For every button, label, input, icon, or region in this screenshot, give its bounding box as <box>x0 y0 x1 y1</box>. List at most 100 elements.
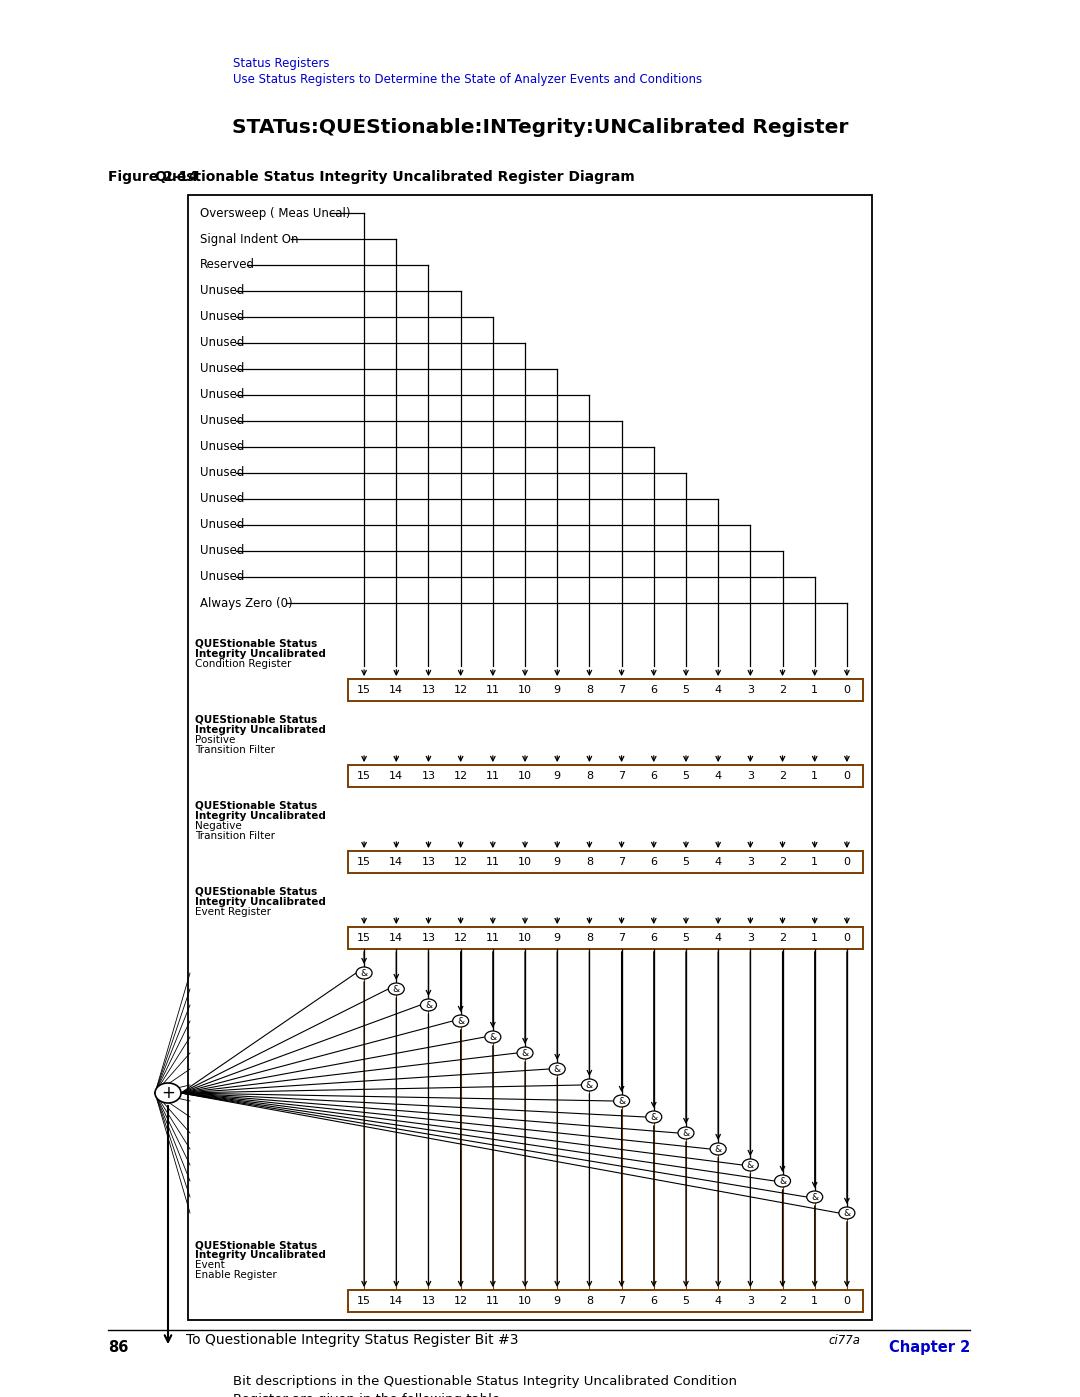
Text: 4: 4 <box>715 1296 721 1306</box>
Text: 1: 1 <box>811 856 819 868</box>
Ellipse shape <box>742 1160 758 1171</box>
Bar <box>348 679 863 701</box>
Text: 10: 10 <box>518 771 532 781</box>
Text: 14: 14 <box>389 856 403 868</box>
Text: 7: 7 <box>618 771 625 781</box>
Text: 10: 10 <box>518 856 532 868</box>
Ellipse shape <box>711 1143 726 1155</box>
Text: 9: 9 <box>554 933 561 943</box>
Text: 4: 4 <box>715 933 721 943</box>
Ellipse shape <box>156 1083 181 1104</box>
Text: &: & <box>715 1144 721 1154</box>
Text: 3: 3 <box>747 1296 754 1306</box>
Text: Event: Event <box>195 1260 225 1270</box>
Text: &: & <box>650 1112 658 1122</box>
Text: Questionable Status Integrity Uncalibrated Register Diagram: Questionable Status Integrity Uncalibrat… <box>156 170 635 184</box>
Ellipse shape <box>485 1031 501 1044</box>
Text: Always Zero (0): Always Zero (0) <box>200 597 293 609</box>
Text: Signal Indent On: Signal Indent On <box>200 232 298 246</box>
Text: 6: 6 <box>650 685 658 694</box>
Text: Status Registers: Status Registers <box>233 57 329 70</box>
Text: 8: 8 <box>585 685 593 694</box>
Text: 15: 15 <box>357 771 372 781</box>
Text: Unused: Unused <box>200 570 244 584</box>
Bar <box>348 1289 863 1312</box>
Text: 5: 5 <box>683 856 689 868</box>
Text: Unused: Unused <box>200 415 244 427</box>
Text: Chapter 2: Chapter 2 <box>889 1340 970 1355</box>
Text: Unused: Unused <box>200 545 244 557</box>
Text: &: & <box>361 968 367 978</box>
Text: 1: 1 <box>811 1296 819 1306</box>
Text: Condition Register: Condition Register <box>195 659 292 669</box>
Text: 12: 12 <box>454 685 468 694</box>
Text: Unused: Unused <box>200 518 244 531</box>
Text: 0: 0 <box>843 933 850 943</box>
Bar <box>188 196 872 1320</box>
Text: 11: 11 <box>486 1296 500 1306</box>
Text: 10: 10 <box>518 933 532 943</box>
Text: Figure 2-14: Figure 2-14 <box>108 170 198 184</box>
Text: 5: 5 <box>683 1296 689 1306</box>
Text: 8: 8 <box>585 1296 593 1306</box>
Text: Unused: Unused <box>200 388 244 401</box>
Text: Unused: Unused <box>200 493 244 506</box>
Text: Integrity Uncalibrated: Integrity Uncalibrated <box>195 650 326 659</box>
Text: Reserved: Reserved <box>200 258 255 271</box>
Text: 4: 4 <box>715 685 721 694</box>
Text: 1: 1 <box>811 685 819 694</box>
Text: 13: 13 <box>421 771 435 781</box>
Text: 3: 3 <box>747 771 754 781</box>
Ellipse shape <box>453 1016 469 1027</box>
Text: 4: 4 <box>715 856 721 868</box>
Text: Transition Filter: Transition Filter <box>195 831 275 841</box>
Text: 0: 0 <box>843 685 850 694</box>
Text: Register are given in the following table.: Register are given in the following tabl… <box>233 1393 504 1397</box>
Ellipse shape <box>420 999 436 1011</box>
Text: &: & <box>489 1032 497 1042</box>
Text: Integrity Uncalibrated: Integrity Uncalibrated <box>195 897 326 907</box>
Text: 14: 14 <box>389 771 403 781</box>
Text: 13: 13 <box>421 1296 435 1306</box>
Text: QUEStionable Status: QUEStionable Status <box>195 800 318 812</box>
Text: 11: 11 <box>486 933 500 943</box>
Text: 9: 9 <box>554 1296 561 1306</box>
Text: Unused: Unused <box>200 467 244 479</box>
Text: Unused: Unused <box>200 440 244 454</box>
Text: 6: 6 <box>650 1296 658 1306</box>
Text: 2: 2 <box>779 856 786 868</box>
Text: Integrity Uncalibrated: Integrity Uncalibrated <box>195 812 326 821</box>
Text: &: & <box>393 985 400 993</box>
Text: &: & <box>746 1161 754 1169</box>
Text: 15: 15 <box>357 933 372 943</box>
Text: 5: 5 <box>683 771 689 781</box>
Text: 7: 7 <box>618 1296 625 1306</box>
Text: 8: 8 <box>585 771 593 781</box>
Text: 7: 7 <box>618 685 625 694</box>
Text: 12: 12 <box>454 771 468 781</box>
Text: QUEStionable Status: QUEStionable Status <box>195 887 318 897</box>
Text: 12: 12 <box>454 856 468 868</box>
Text: 13: 13 <box>421 685 435 694</box>
Ellipse shape <box>646 1111 662 1123</box>
Text: 14: 14 <box>389 933 403 943</box>
Text: 11: 11 <box>486 771 500 781</box>
Text: 5: 5 <box>683 685 689 694</box>
Text: &: & <box>424 1000 432 1010</box>
Text: QUEStionable Status: QUEStionable Status <box>195 715 318 725</box>
Ellipse shape <box>807 1192 823 1203</box>
Text: &: & <box>811 1193 819 1201</box>
Text: QUEStionable Status: QUEStionable Status <box>195 1241 318 1250</box>
Text: 3: 3 <box>747 685 754 694</box>
Text: 12: 12 <box>454 933 468 943</box>
Bar <box>348 766 863 787</box>
Text: 10: 10 <box>518 685 532 694</box>
Text: 15: 15 <box>357 856 372 868</box>
Bar <box>348 928 863 949</box>
Text: 6: 6 <box>650 933 658 943</box>
Text: 0: 0 <box>843 856 850 868</box>
Text: Transition Filter: Transition Filter <box>195 745 275 754</box>
Text: &: & <box>779 1176 786 1186</box>
Text: Positive: Positive <box>195 735 235 745</box>
Text: Event Register: Event Register <box>195 907 271 916</box>
